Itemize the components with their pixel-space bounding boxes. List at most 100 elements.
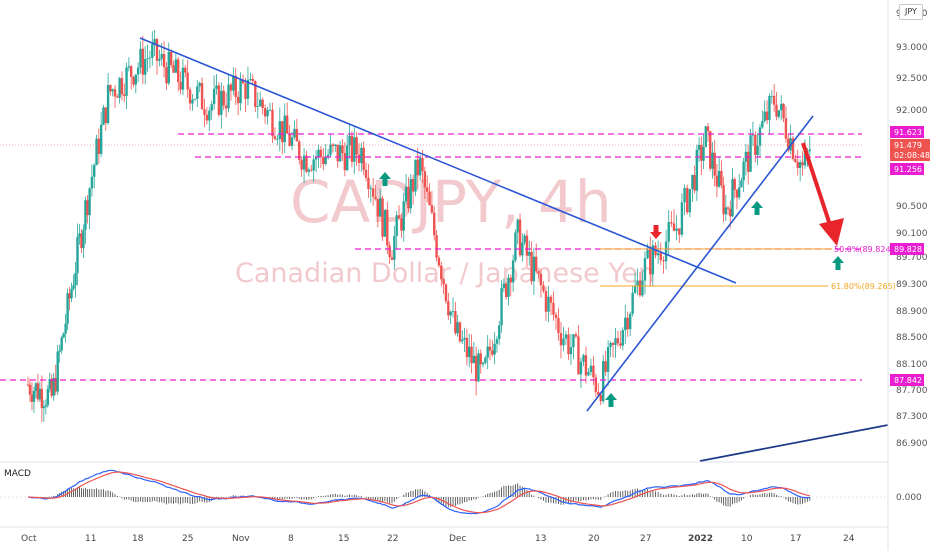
candle-body	[636, 280, 639, 287]
candle-body	[249, 78, 252, 80]
candle-body	[331, 144, 335, 147]
candle-body	[621, 330, 625, 346]
lower-trendline[interactable]	[699, 424, 889, 462]
candle-body	[146, 58, 149, 60]
candle-body	[737, 187, 741, 198]
candle-body	[772, 95, 776, 105]
candle-body	[418, 157, 422, 176]
candle-body	[181, 67, 185, 90]
candle-body	[139, 48, 142, 68]
macd-histogram	[29, 483, 811, 508]
candle-body	[740, 180, 743, 188]
x-tick-label: 24	[843, 534, 855, 544]
x-tick-label: 15	[338, 534, 349, 544]
candle-body	[338, 145, 342, 162]
candle-body	[700, 144, 703, 161]
candle-body	[662, 260, 665, 262]
candle-body	[360, 147, 363, 164]
trend-lines[interactable]	[139, 37, 889, 462]
candle-body	[667, 222, 670, 242]
candle-body	[470, 346, 473, 364]
candle-body	[407, 186, 410, 209]
candle-body	[97, 138, 101, 154]
candle-body	[535, 256, 538, 272]
candle-body	[664, 241, 668, 262]
candle-body	[174, 59, 178, 73]
candle-body	[454, 311, 457, 334]
descending-trendline[interactable]	[139, 37, 737, 284]
macd-zero-label: 0.000	[896, 493, 922, 503]
candle-body	[196, 86, 199, 100]
candle-body	[444, 284, 448, 302]
candle-body	[155, 39, 159, 61]
candle-body	[205, 114, 209, 121]
candle-body	[191, 99, 194, 104]
y-tick-label: 88.900	[896, 307, 928, 317]
ascending-trendline[interactable]	[586, 115, 814, 412]
candle-body	[715, 175, 719, 187]
candle-body	[695, 149, 699, 191]
candle-body	[693, 174, 696, 191]
candle-body	[383, 209, 387, 237]
candle-body	[386, 209, 389, 246]
y-tick-label: 93.000	[896, 43, 928, 53]
candle-body	[609, 342, 612, 347]
candle-body	[614, 338, 617, 345]
candle-body	[433, 212, 436, 236]
candle-body	[518, 219, 522, 256]
candle-body	[456, 322, 459, 334]
candle-body	[777, 110, 781, 117]
candle-body	[749, 135, 752, 172]
candle-body	[208, 110, 211, 121]
up-arrow-icon	[832, 256, 844, 270]
candle-body	[704, 126, 707, 148]
candle-body	[259, 99, 262, 107]
candle-body	[616, 338, 620, 344]
candle-body	[38, 388, 42, 400]
candle-body	[646, 249, 649, 259]
candle-body	[62, 333, 65, 338]
candle-body	[559, 333, 563, 346]
down-arrow-icon	[650, 225, 662, 239]
candle-body	[421, 157, 424, 172]
candle-body	[127, 66, 131, 68]
candle-body	[498, 325, 501, 339]
up-arrow-icon	[751, 201, 763, 215]
candle-body	[141, 48, 145, 75]
candle-body	[58, 350, 61, 352]
candle-body	[102, 107, 105, 125]
price-badge-label: 87.842	[894, 376, 922, 385]
candle-body	[186, 72, 189, 90]
candle-body	[549, 296, 553, 303]
candle-body	[285, 115, 289, 134]
candle-body	[357, 154, 361, 164]
candle-body	[735, 189, 739, 198]
candle-body	[188, 89, 192, 104]
candle-body	[411, 178, 415, 192]
candle-body	[562, 338, 565, 346]
candle-body	[293, 128, 296, 138]
candle-body	[416, 159, 420, 176]
fibonacci-levels[interactable]: 50.0%(89.824) 61.80%(89.265)	[600, 245, 896, 291]
candle-body	[314, 157, 318, 160]
candle-body	[537, 271, 540, 274]
candle-body	[271, 109, 274, 137]
currency-badge[interactable]: JPY	[899, 4, 923, 20]
candle-body	[64, 323, 67, 334]
candle-body	[158, 58, 161, 61]
y-tick-label: 90.100	[896, 229, 928, 239]
candle-body	[641, 280, 644, 296]
macd-label: MACD	[4, 469, 31, 479]
candle-body	[592, 365, 595, 378]
bearish-projection-arrow[interactable]	[801, 142, 844, 246]
candle-body	[334, 144, 337, 147]
candle-body	[468, 346, 471, 358]
candle-body	[104, 107, 107, 123]
fib-618-label: 61.80%(89.265)	[831, 282, 896, 291]
candle-body	[579, 361, 583, 375]
candle-body	[300, 159, 303, 170]
candle-body	[222, 90, 225, 106]
candle-body	[606, 346, 610, 372]
candle-body	[281, 121, 284, 143]
